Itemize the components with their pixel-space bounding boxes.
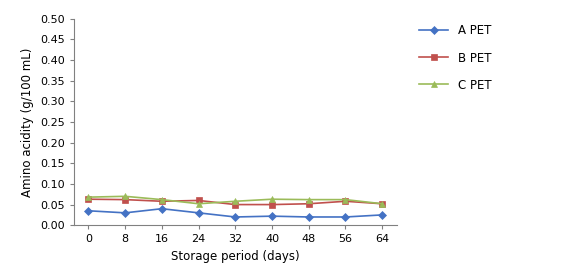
B PET: [195, 199, 202, 202]
A PET: [342, 215, 349, 219]
C PET: [269, 198, 276, 201]
A PET: [269, 215, 276, 218]
B PET: [306, 202, 312, 205]
A PET: [195, 211, 202, 214]
A PET: [85, 209, 92, 212]
B PET: [158, 200, 165, 203]
A PET: [158, 207, 165, 210]
B PET: [269, 203, 276, 206]
C PET: [379, 202, 386, 205]
A PET: [306, 215, 312, 219]
Line: A PET: A PET: [86, 206, 385, 220]
X-axis label: Storage period (days): Storage period (days): [171, 250, 299, 263]
C PET: [306, 198, 312, 201]
C PET: [232, 200, 239, 203]
B PET: [232, 203, 239, 206]
Legend: A PET, B PET, C PET: A PET, B PET, C PET: [419, 24, 492, 92]
B PET: [122, 198, 129, 201]
C PET: [122, 195, 129, 198]
A PET: [379, 213, 386, 217]
B PET: [342, 200, 349, 203]
C PET: [342, 198, 349, 201]
Line: B PET: B PET: [86, 196, 385, 207]
Y-axis label: Amino acidity (g/100 mL): Amino acidity (g/100 mL): [22, 47, 35, 197]
B PET: [85, 198, 92, 201]
C PET: [195, 202, 202, 205]
C PET: [85, 196, 92, 199]
A PET: [122, 211, 129, 214]
A PET: [232, 215, 239, 219]
B PET: [379, 202, 386, 205]
C PET: [158, 198, 165, 201]
Line: C PET: C PET: [86, 193, 385, 206]
